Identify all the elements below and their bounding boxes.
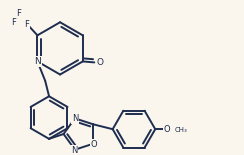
Text: O: O (91, 140, 98, 149)
Text: O: O (97, 58, 104, 67)
Text: N: N (72, 114, 78, 123)
Text: F: F (16, 9, 20, 18)
Text: F: F (24, 20, 29, 29)
Text: N: N (71, 146, 77, 155)
Text: O: O (163, 125, 170, 134)
Text: CH₃: CH₃ (175, 127, 187, 133)
Text: N: N (34, 57, 41, 66)
Text: F: F (11, 18, 16, 27)
